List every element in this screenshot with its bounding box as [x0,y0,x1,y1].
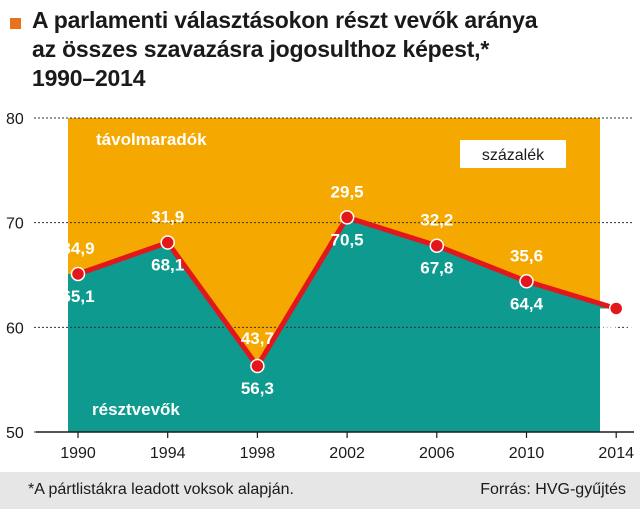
data-point [160,235,175,250]
absent-value-label: 38,2 [600,273,633,292]
data-point [519,274,534,289]
participant-value-label: 68,1 [151,256,184,275]
footer-bar: *A pártlistákra leadott voksok alapján. … [0,472,640,509]
absent-value-label: 29,5 [331,182,364,201]
title-block: A parlamenti választásokon részt vevők a… [10,6,630,93]
x-tick-label: 1990 [60,445,96,462]
data-point [429,238,445,253]
x-tick-label: 1994 [150,445,186,462]
participant-value-label: 70,5 [331,230,364,249]
absent-value-label: 31,9 [151,208,184,227]
y-tick-label: 60 [6,320,24,337]
x-tick-label: 2010 [509,445,545,462]
source-note: Forrás: HVG-gyűjtés [480,481,626,498]
unit-box [460,140,566,168]
participant-value-label: 64,4 [510,294,544,313]
chart-title: A parlamenti választásokon részt vevők a… [32,7,538,91]
data-point [70,266,86,282]
footnote: *A pártlistákra leadott voksok alapján. [28,481,294,498]
x-tick-label: 1998 [240,445,276,462]
participants-area [68,217,617,432]
data-point [608,301,624,316]
absent-value-label: 43,7 [241,329,274,348]
plot-area: 80 70 60 50 1990 1994 1998 2002 2006 2010 2014 34,9… [6,111,634,462]
x-tick-label: 2002 [329,445,365,462]
absent-value-label: 32,2 [420,211,453,230]
area-chart: 80 70 60 50 1990 1994 1998 2002 2006 2010 2014 34,9… [6,111,634,462]
x-tick-label: 2014 [598,445,634,462]
absent-value-label: 35,6 [510,246,543,265]
absent-segment-label: távolmaradók [96,130,207,149]
participant-value-label: 61,8 [600,321,633,340]
y-tick-label: 50 [6,425,24,442]
participants-segment-label: résztvevők [92,400,180,419]
data-point [339,210,355,225]
title-accent-square [10,18,21,29]
participant-value-label: 67,8 [420,259,453,278]
x-tick-label: 2006 [419,445,455,462]
absent-value-label: 34,9 [61,239,94,258]
unit-label: százalék [482,147,545,164]
data-point [250,358,265,374]
y-tick-label: 70 [6,216,24,233]
participant-value-label: 56,3 [241,379,274,398]
participant-value-label: 65,1 [61,287,94,306]
y-tick-label: 80 [6,111,24,128]
